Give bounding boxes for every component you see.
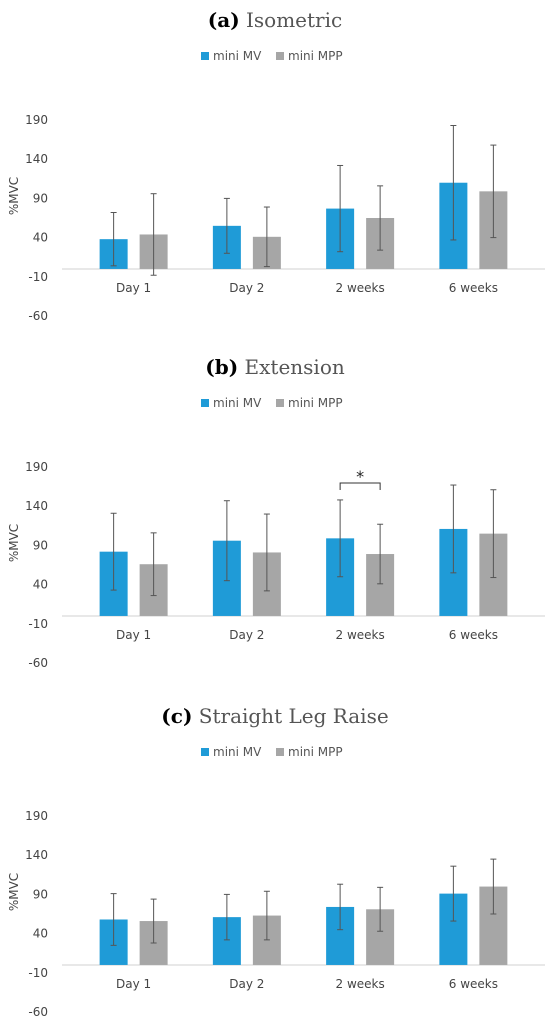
panel-letter: (b)	[205, 355, 238, 379]
x-tick-label: Day 2	[229, 281, 264, 295]
y-axis-label: %MVC	[7, 524, 21, 562]
y-tick-label: -60	[28, 656, 48, 670]
y-tick-label: -60	[28, 1005, 48, 1019]
x-tick-label: 2 weeks	[336, 628, 385, 642]
x-tick-label: Day 2	[229, 977, 264, 991]
y-tick-label: -60	[28, 309, 48, 323]
y-tick-label: 90	[33, 887, 48, 901]
y-tick-label: 190	[25, 113, 48, 127]
legend-swatch	[201, 748, 209, 756]
y-tick-label: 190	[25, 809, 48, 823]
panel-title: (c) Straight Leg Raise	[161, 704, 388, 728]
chart-panel-b: (b) Extension mini MV mini MPP %MVC 190 140 90…	[7, 355, 545, 670]
legend-label: mini MPP	[288, 396, 343, 410]
y-axis-label: %MVC	[7, 177, 21, 215]
x-tick-label: 2 weeks	[336, 281, 385, 295]
legend-swatch	[276, 52, 284, 60]
legend-swatch	[201, 399, 209, 407]
panel-title-text: Isometric	[240, 8, 343, 32]
legend-label: mini MV	[213, 49, 262, 63]
x-tick-label: 6 weeks	[449, 281, 498, 295]
y-tick-label: 90	[33, 191, 48, 205]
panel-title-text: Straight Leg Raise	[192, 704, 388, 728]
y-tick-label: 190	[25, 460, 48, 474]
y-tick-label: 140	[25, 499, 48, 513]
panel-letter: (c)	[161, 704, 192, 728]
legend-swatch	[201, 52, 209, 60]
x-tick-label: Day 1	[116, 977, 151, 991]
significance-bracket	[339, 482, 381, 490]
legend-label: mini MV	[213, 396, 262, 410]
significance-marker: *	[356, 467, 364, 486]
y-tick-label: 40	[33, 927, 48, 941]
y-tick-label: -10	[28, 270, 48, 284]
panel-title: (a) Isometric	[208, 8, 342, 32]
x-tick-label: 6 weeks	[449, 628, 498, 642]
x-tick-label: Day 1	[116, 281, 151, 295]
x-tick-label: 2 weeks	[336, 977, 385, 991]
y-tick-label: 90	[33, 538, 48, 552]
x-tick-label: Day 1	[116, 628, 151, 642]
legend-label: mini MV	[213, 745, 262, 759]
chart-panel-a: (a) Isometric mini MV mini MPP %MVC 190 140 90…	[7, 8, 545, 323]
y-tick-label: -10	[28, 966, 48, 980]
legend-swatch	[276, 399, 284, 407]
x-tick-label: 6 weeks	[449, 977, 498, 991]
x-tick-label: Day 2	[229, 628, 264, 642]
y-axis-label: %MVC	[7, 873, 21, 911]
y-tick-label: 40	[33, 578, 48, 592]
panel-title: (b) Extension	[205, 355, 345, 379]
legend-label: mini MPP	[288, 745, 343, 759]
legend-label: mini MPP	[288, 49, 343, 63]
y-tick-label: 40	[33, 231, 48, 245]
y-tick-label: -10	[28, 617, 48, 631]
panel-title-text: Extension	[238, 355, 345, 379]
y-tick-label: 140	[25, 152, 48, 166]
chart-panel-c: (c) Straight Leg Raise mini MV mini MPP %MV…	[7, 704, 545, 1019]
panel-letter: (a)	[208, 8, 240, 32]
legend-swatch	[276, 748, 284, 756]
y-tick-label: 140	[25, 848, 48, 862]
